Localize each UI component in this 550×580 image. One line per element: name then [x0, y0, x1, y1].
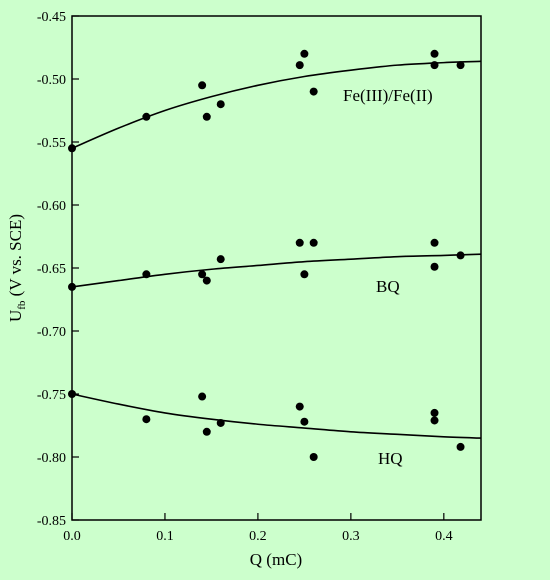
- curves-layer: [71, 60, 482, 439]
- series-label-bq: BQ: [376, 277, 400, 296]
- data-point-series-2: [198, 392, 207, 401]
- data-point-series-2: [456, 442, 465, 451]
- data-point-series-1: [309, 238, 318, 247]
- fit-curve-series-1: [71, 253, 482, 288]
- data-point-series-0: [68, 144, 76, 153]
- data-point-series-2: [68, 390, 76, 398]
- y-tick-label: -0.85: [37, 514, 66, 529]
- data-point-series-0: [430, 49, 439, 58]
- data-point-series-2: [202, 427, 211, 436]
- y-tick-label: -0.80: [37, 451, 66, 466]
- data-point-series-2: [430, 416, 439, 425]
- y-tick-label: -0.65: [37, 262, 66, 277]
- data-point-series-0: [430, 61, 439, 70]
- points-layer: [68, 49, 465, 461]
- series-label-hq: HQ: [378, 449, 403, 468]
- data-point-series-2: [309, 453, 318, 461]
- data-point-series-0: [142, 112, 151, 121]
- y-axis-title-rest: (V vs. SCE): [6, 214, 25, 301]
- y-tick-label: -0.55: [37, 136, 66, 151]
- y-tick-label: -0.60: [37, 199, 66, 214]
- data-point-series-0: [202, 112, 211, 121]
- data-point-series-0: [309, 87, 318, 96]
- data-point-series-1: [295, 238, 304, 247]
- data-point-series-1: [456, 251, 465, 260]
- fit-curve-series-2: [71, 393, 482, 439]
- series-labels: Fe(III)/Fe(II) BQ HQ: [343, 86, 433, 468]
- x-axis-title: Q (mC): [250, 550, 302, 569]
- y-axis-title-main: U: [6, 310, 25, 322]
- data-point-series-1: [430, 238, 439, 247]
- x-tick-label: 0.1: [156, 529, 174, 544]
- data-point-series-1: [216, 255, 225, 264]
- data-point-series-1: [198, 270, 207, 279]
- data-point-series-0: [295, 61, 304, 70]
- y-tick-label: -0.45: [37, 10, 66, 25]
- y-axis-title-sub: fb: [16, 300, 28, 310]
- x-tick-label: 0.0: [63, 529, 81, 544]
- ticks-layer: 0.0 0.1 0.2 0.3 0.4 -0.45 -0.50 -0.55 -0.60 -0.65…: [37, 10, 453, 544]
- x-tick-label: 0.2: [249, 529, 267, 544]
- data-point-series-0: [300, 49, 309, 58]
- data-point-series-2: [430, 408, 439, 417]
- y-axis-title: Ufb (V vs. SCE): [6, 214, 28, 322]
- data-point-series-1: [142, 270, 151, 279]
- data-point-series-0: [456, 61, 465, 70]
- series-label-fe: Fe(III)/Fe(II): [343, 86, 433, 105]
- x-tick-label: 0.4: [435, 529, 453, 544]
- x-tick-label: 0.3: [342, 529, 360, 544]
- data-point-series-1: [202, 276, 211, 285]
- data-point-series-1: [300, 270, 309, 279]
- data-point-series-0: [198, 81, 207, 90]
- y-tick-label: -0.70: [37, 325, 66, 340]
- data-point-series-1: [68, 282, 76, 291]
- data-point-series-2: [216, 418, 225, 427]
- fit-curve-series-0: [71, 60, 482, 150]
- data-point-series-2: [300, 417, 309, 426]
- data-point-series-2: [295, 402, 304, 411]
- data-point-series-1: [430, 262, 439, 271]
- y-tick-label: -0.50: [37, 73, 66, 88]
- y-tick-label: -0.75: [37, 388, 66, 403]
- data-point-series-0: [216, 100, 225, 109]
- data-point-series-2: [142, 415, 151, 424]
